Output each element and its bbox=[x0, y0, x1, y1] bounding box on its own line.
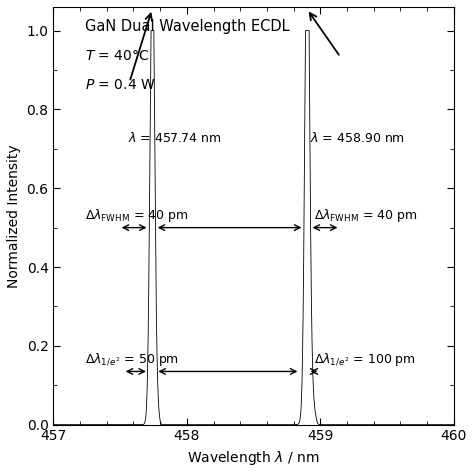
Text: $\Delta\lambda_{\rm FWHM}$ = 40 pm: $\Delta\lambda_{\rm FWHM}$ = 40 pm bbox=[314, 207, 417, 224]
Text: $P$ = 0.4 W: $P$ = 0.4 W bbox=[85, 78, 156, 92]
Text: $T$ = 40°C: $T$ = 40°C bbox=[85, 49, 150, 63]
Text: $\Delta\lambda_{1/e^2}$ = 50 pm: $\Delta\lambda_{1/e^2}$ = 50 pm bbox=[85, 351, 180, 367]
Text: $\lambda$ = 457.74 nm: $\lambda$ = 457.74 nm bbox=[128, 131, 221, 145]
Text: $\lambda$ = 458.90 nm: $\lambda$ = 458.90 nm bbox=[310, 131, 405, 145]
Text: $\Delta\lambda_{\rm FWHM}$ = 40 pm: $\Delta\lambda_{\rm FWHM}$ = 40 pm bbox=[85, 207, 189, 224]
Text: GaN Dual Wavelength ECDL: GaN Dual Wavelength ECDL bbox=[85, 19, 290, 35]
Y-axis label: Normalized Intensity: Normalized Intensity bbox=[7, 144, 21, 288]
X-axis label: Wavelength $\lambda$ / nm: Wavelength $\lambda$ / nm bbox=[187, 449, 320, 467]
Text: $\Delta\lambda_{1/e^2}$ = 100 pm: $\Delta\lambda_{1/e^2}$ = 100 pm bbox=[314, 351, 416, 367]
